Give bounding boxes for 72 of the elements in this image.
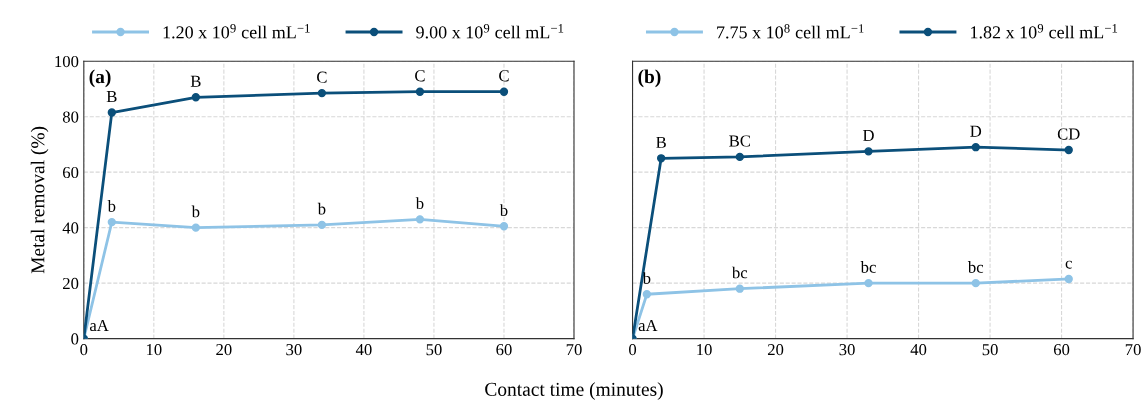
point <box>864 147 873 156</box>
annotation: D <box>970 125 982 137</box>
x-tick-label: 10 <box>146 343 162 356</box>
annotation: bc <box>860 261 876 273</box>
y-axis-title: Metal removal (%) <box>30 126 49 274</box>
annotation: bc <box>731 266 748 279</box>
point <box>1064 145 1073 155</box>
point <box>499 222 509 231</box>
point <box>971 278 980 288</box>
point <box>317 88 327 98</box>
legend-label: 9.00 x 10$^{9}$ cell mL$^{−1}$ <box>416 24 564 39</box>
y-tick-label: 100 <box>55 55 79 68</box>
annotation: (b) <box>638 69 661 88</box>
x-tick-label: 60 <box>1053 343 1070 356</box>
x-tick-label: 40 <box>910 343 927 356</box>
annotation: aA <box>638 319 658 332</box>
point <box>735 152 744 162</box>
annotation: B <box>190 75 201 87</box>
point <box>499 87 509 96</box>
point <box>642 290 652 299</box>
x-tick-label: 0 <box>80 343 88 356</box>
x-tick-label: 30 <box>286 343 302 356</box>
legend-label: 1.20 x 10$^{9}$ cell mL$^{−1}$ <box>163 24 310 39</box>
x-tick-label: 20 <box>767 343 784 356</box>
annotation: b <box>191 205 200 218</box>
point <box>191 223 201 232</box>
annotation: C <box>317 71 327 83</box>
x-tick-label: 50 <box>982 343 998 356</box>
point <box>191 93 201 102</box>
y-tick-label: 20 <box>63 277 79 290</box>
x-tick-label: 20 <box>216 343 232 356</box>
y-tick-label: 0 <box>71 333 79 345</box>
annotation: b <box>642 272 651 284</box>
annotation: CD <box>1057 128 1080 140</box>
annotation: c <box>1065 260 1072 269</box>
point <box>1064 274 1073 284</box>
x-tick-label: 40 <box>355 343 372 356</box>
point <box>415 215 425 224</box>
point <box>971 143 980 152</box>
legend-label: 1.82 x 10$^{9}$ cell mL$^{−1}$ <box>971 24 1118 39</box>
x-tick-label: 70 <box>1125 343 1141 356</box>
point <box>656 154 666 163</box>
annotation: B <box>106 91 117 103</box>
legend-label: 7.75 x 10$^{8}$ cell mL$^{−1}$ <box>717 24 864 39</box>
annotation: b <box>107 200 116 212</box>
x-tick-label: 0 <box>629 343 637 356</box>
annotation: aA <box>89 319 109 332</box>
x-tick-label: 50 <box>426 343 442 356</box>
y-tick-label: 60 <box>62 166 79 179</box>
point <box>107 108 116 117</box>
y-tick-label: 80 <box>62 111 79 123</box>
x-tick-label: 10 <box>697 343 712 356</box>
x-axis-title: Contact time (minutes) <box>485 382 663 400</box>
x-tick-label: 60 <box>496 343 512 356</box>
y-tick-label: 40 <box>62 222 79 234</box>
annotation: BC <box>729 135 750 147</box>
x-tick-label: 70 <box>566 343 582 356</box>
point <box>317 220 327 230</box>
annotation: C <box>415 70 425 82</box>
point <box>415 87 425 96</box>
annotation: D <box>862 129 874 141</box>
annotation: b <box>415 197 424 210</box>
annotation: b <box>499 204 508 216</box>
point <box>735 284 744 293</box>
annotation: (a) <box>89 69 111 88</box>
point <box>107 217 116 227</box>
annotation: C <box>499 70 509 82</box>
x-tick-label: 30 <box>839 343 855 356</box>
annotation: B <box>656 136 666 148</box>
annotation: bc <box>967 261 984 273</box>
annotation: b <box>317 202 326 215</box>
point <box>864 278 873 288</box>
